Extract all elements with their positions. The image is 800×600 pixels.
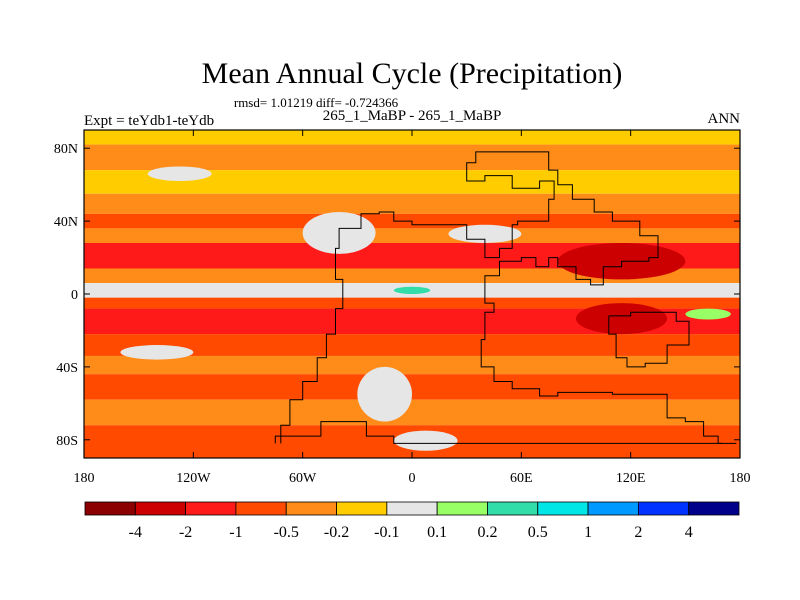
coastline-2 — [274, 421, 737, 444]
y-tick-label-1: 40N — [54, 215, 78, 230]
colorbar-swatch-10 — [587, 501, 639, 516]
colorbar-swatch-11 — [637, 501, 690, 516]
colorbar-label-5: -0.1 — [374, 524, 399, 541]
colorbar-label-6: 0.1 — [427, 524, 447, 541]
band-1 — [84, 144, 740, 171]
band-2 — [84, 170, 740, 194]
colorbar-swatch-3 — [235, 501, 287, 516]
right-label: ANN — [708, 111, 741, 127]
band-0 — [84, 130, 740, 145]
x-tick-label-3: 0 — [409, 471, 416, 486]
colorbar-swatch-8 — [487, 501, 539, 516]
x-tick-label-0: 180 — [74, 471, 95, 486]
colorbar-label-1: -2 — [179, 524, 192, 541]
center-label: 265_1_MaBP - 265_1_MaBP — [323, 108, 502, 124]
axes: 180 120W 60W 0 60E 120E 180 80N 40N 0 40S 80S — [54, 130, 751, 486]
x-tick-label-4: 60E — [510, 471, 533, 486]
patch-8 — [685, 308, 731, 320]
colorbar-swatch-4 — [285, 501, 337, 516]
colorbar-label-11: 4 — [685, 524, 693, 541]
colorbar-swatch-2 — [185, 501, 237, 516]
coastlines — [274, 151, 737, 444]
band-13 — [84, 374, 740, 400]
patch-9 — [393, 286, 431, 294]
y-tick-label-2: 0 — [71, 288, 78, 303]
colorbar-swatch-6 — [386, 501, 438, 516]
colorbar: -4 -2 -1 -0.5 -0.2 -0.1 0.1 0.2 0.5 1 2 4 — [84, 501, 740, 541]
y-tick-label-0: 80N — [54, 142, 78, 157]
colorbar-swatch-0 — [84, 501, 136, 516]
band-14 — [84, 399, 740, 426]
band-3 — [84, 193, 740, 214]
colorbar-swatch-12 — [688, 501, 740, 516]
coastline-1 — [608, 311, 690, 368]
colorbar-label-3: -0.5 — [274, 524, 299, 541]
patch-6 — [120, 345, 194, 360]
x-tick-label-6: 180 — [730, 471, 751, 486]
colorbar-swatch-7 — [436, 501, 488, 516]
colorbar-label-9: 1 — [584, 524, 592, 541]
x-tick-label-2: 60W — [289, 471, 317, 486]
y-tick-label-4: 80S — [56, 434, 78, 449]
patch-5 — [576, 303, 668, 335]
colorbar-label-8: 0.5 — [528, 524, 548, 541]
x-tick-label-1: 120W — [176, 471, 211, 486]
colorbar-label-4: -0.2 — [324, 524, 349, 541]
y-tick-label-3: 40S — [56, 361, 78, 376]
left-label: Expt = teYdb1-teYdb — [84, 113, 214, 129]
chart-stats: rmsd= 1.01219 diff= -0.724366 — [234, 95, 399, 110]
colorbar-label-10: 2 — [634, 524, 642, 541]
precipitation-field — [84, 130, 740, 458]
colorbar-label-2: -1 — [229, 524, 242, 541]
colorbar-label-7: 0.2 — [477, 524, 497, 541]
patch-3 — [357, 366, 412, 422]
band-9 — [84, 297, 740, 309]
chart-title: Mean Annual Cycle (Precipitation) — [202, 57, 623, 90]
coastline-0 — [280, 151, 722, 444]
band-11 — [84, 334, 740, 356]
band-12 — [84, 355, 740, 375]
band-5 — [84, 228, 740, 243]
colorbar-label-0: -4 — [129, 524, 142, 541]
colorbar-swatch-5 — [336, 501, 388, 516]
patch-7 — [393, 430, 458, 451]
x-tick-label-5: 120E — [616, 471, 646, 486]
colorbar-swatch-9 — [537, 501, 589, 516]
colorbar-swatch-1 — [134, 501, 187, 516]
patch-1 — [147, 166, 212, 182]
